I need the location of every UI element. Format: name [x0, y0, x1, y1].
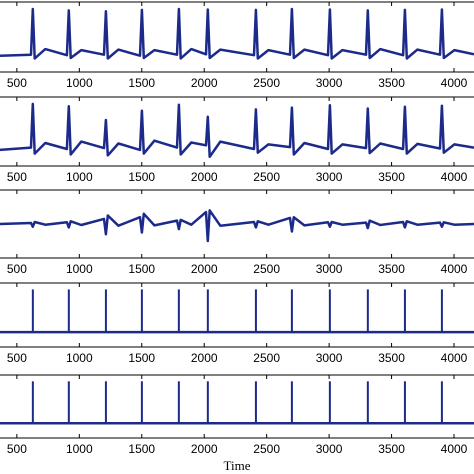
x-tick-label: 4000 — [441, 442, 468, 456]
axes-frame — [0, 96, 474, 167]
x-tick-label: 500 — [7, 262, 27, 276]
x-tick-label: 2000 — [191, 262, 218, 276]
x-tick-label: 4000 — [441, 351, 468, 365]
x-tick-label: 2500 — [253, 170, 280, 184]
x-tick-label: 1000 — [66, 170, 93, 184]
x-tick-label: 2000 — [191, 170, 218, 184]
x-tick-label: 2500 — [253, 262, 280, 276]
x-tick-label: 1000 — [66, 262, 93, 276]
x-tick-label: 2000 — [191, 351, 218, 365]
x-tick-label: 3500 — [378, 170, 405, 184]
x-tick-label: 2000 — [191, 76, 218, 90]
x-tick-label: 3000 — [316, 351, 343, 365]
axes-frame — [0, 282, 474, 348]
x-tick-label: 3000 — [316, 170, 343, 184]
x-tick-label: 2500 — [253, 76, 280, 90]
x-tick-label: 3500 — [378, 76, 405, 90]
axes-frame — [0, 189, 474, 259]
x-tick-label: 1500 — [128, 76, 155, 90]
x-tick-label: 500 — [7, 351, 27, 365]
x-tick-label: 3000 — [316, 262, 343, 276]
x-tick-label: 1500 — [128, 262, 155, 276]
x-tick-label: 1000 — [66, 351, 93, 365]
x-tick-label: 2500 — [253, 351, 280, 365]
x-tick-label: 3000 — [316, 442, 343, 456]
x-tick-label: 500 — [7, 442, 27, 456]
x-axis-label: Time — [224, 458, 251, 473]
x-tick-label: 4000 — [441, 170, 468, 184]
x-tick-label: 1500 — [128, 170, 155, 184]
signal-line — [0, 102, 474, 159]
x-tick-label: 2000 — [191, 442, 218, 456]
x-tick-label: 3500 — [378, 442, 405, 456]
x-tick-label: 500 — [7, 170, 27, 184]
x-tick-label: 1500 — [128, 442, 155, 456]
x-tick-label: 1000 — [66, 442, 93, 456]
x-tick-label: 500 — [7, 76, 27, 90]
x-tick-label: 2500 — [253, 442, 280, 456]
axes-frame — [0, 374, 474, 439]
x-tick-label: 1500 — [128, 351, 155, 365]
x-tick-label: 1000 — [66, 76, 93, 90]
x-tick-label: 4000 — [441, 262, 468, 276]
x-tick-label: 3500 — [378, 262, 405, 276]
x-tick-label: 3500 — [378, 351, 405, 365]
signal-line — [0, 7, 474, 60]
x-tick-label: 3000 — [316, 76, 343, 90]
signal-line — [0, 209, 474, 243]
x-tick-label: 4000 — [441, 76, 468, 90]
axes-frame — [0, 1, 474, 73]
